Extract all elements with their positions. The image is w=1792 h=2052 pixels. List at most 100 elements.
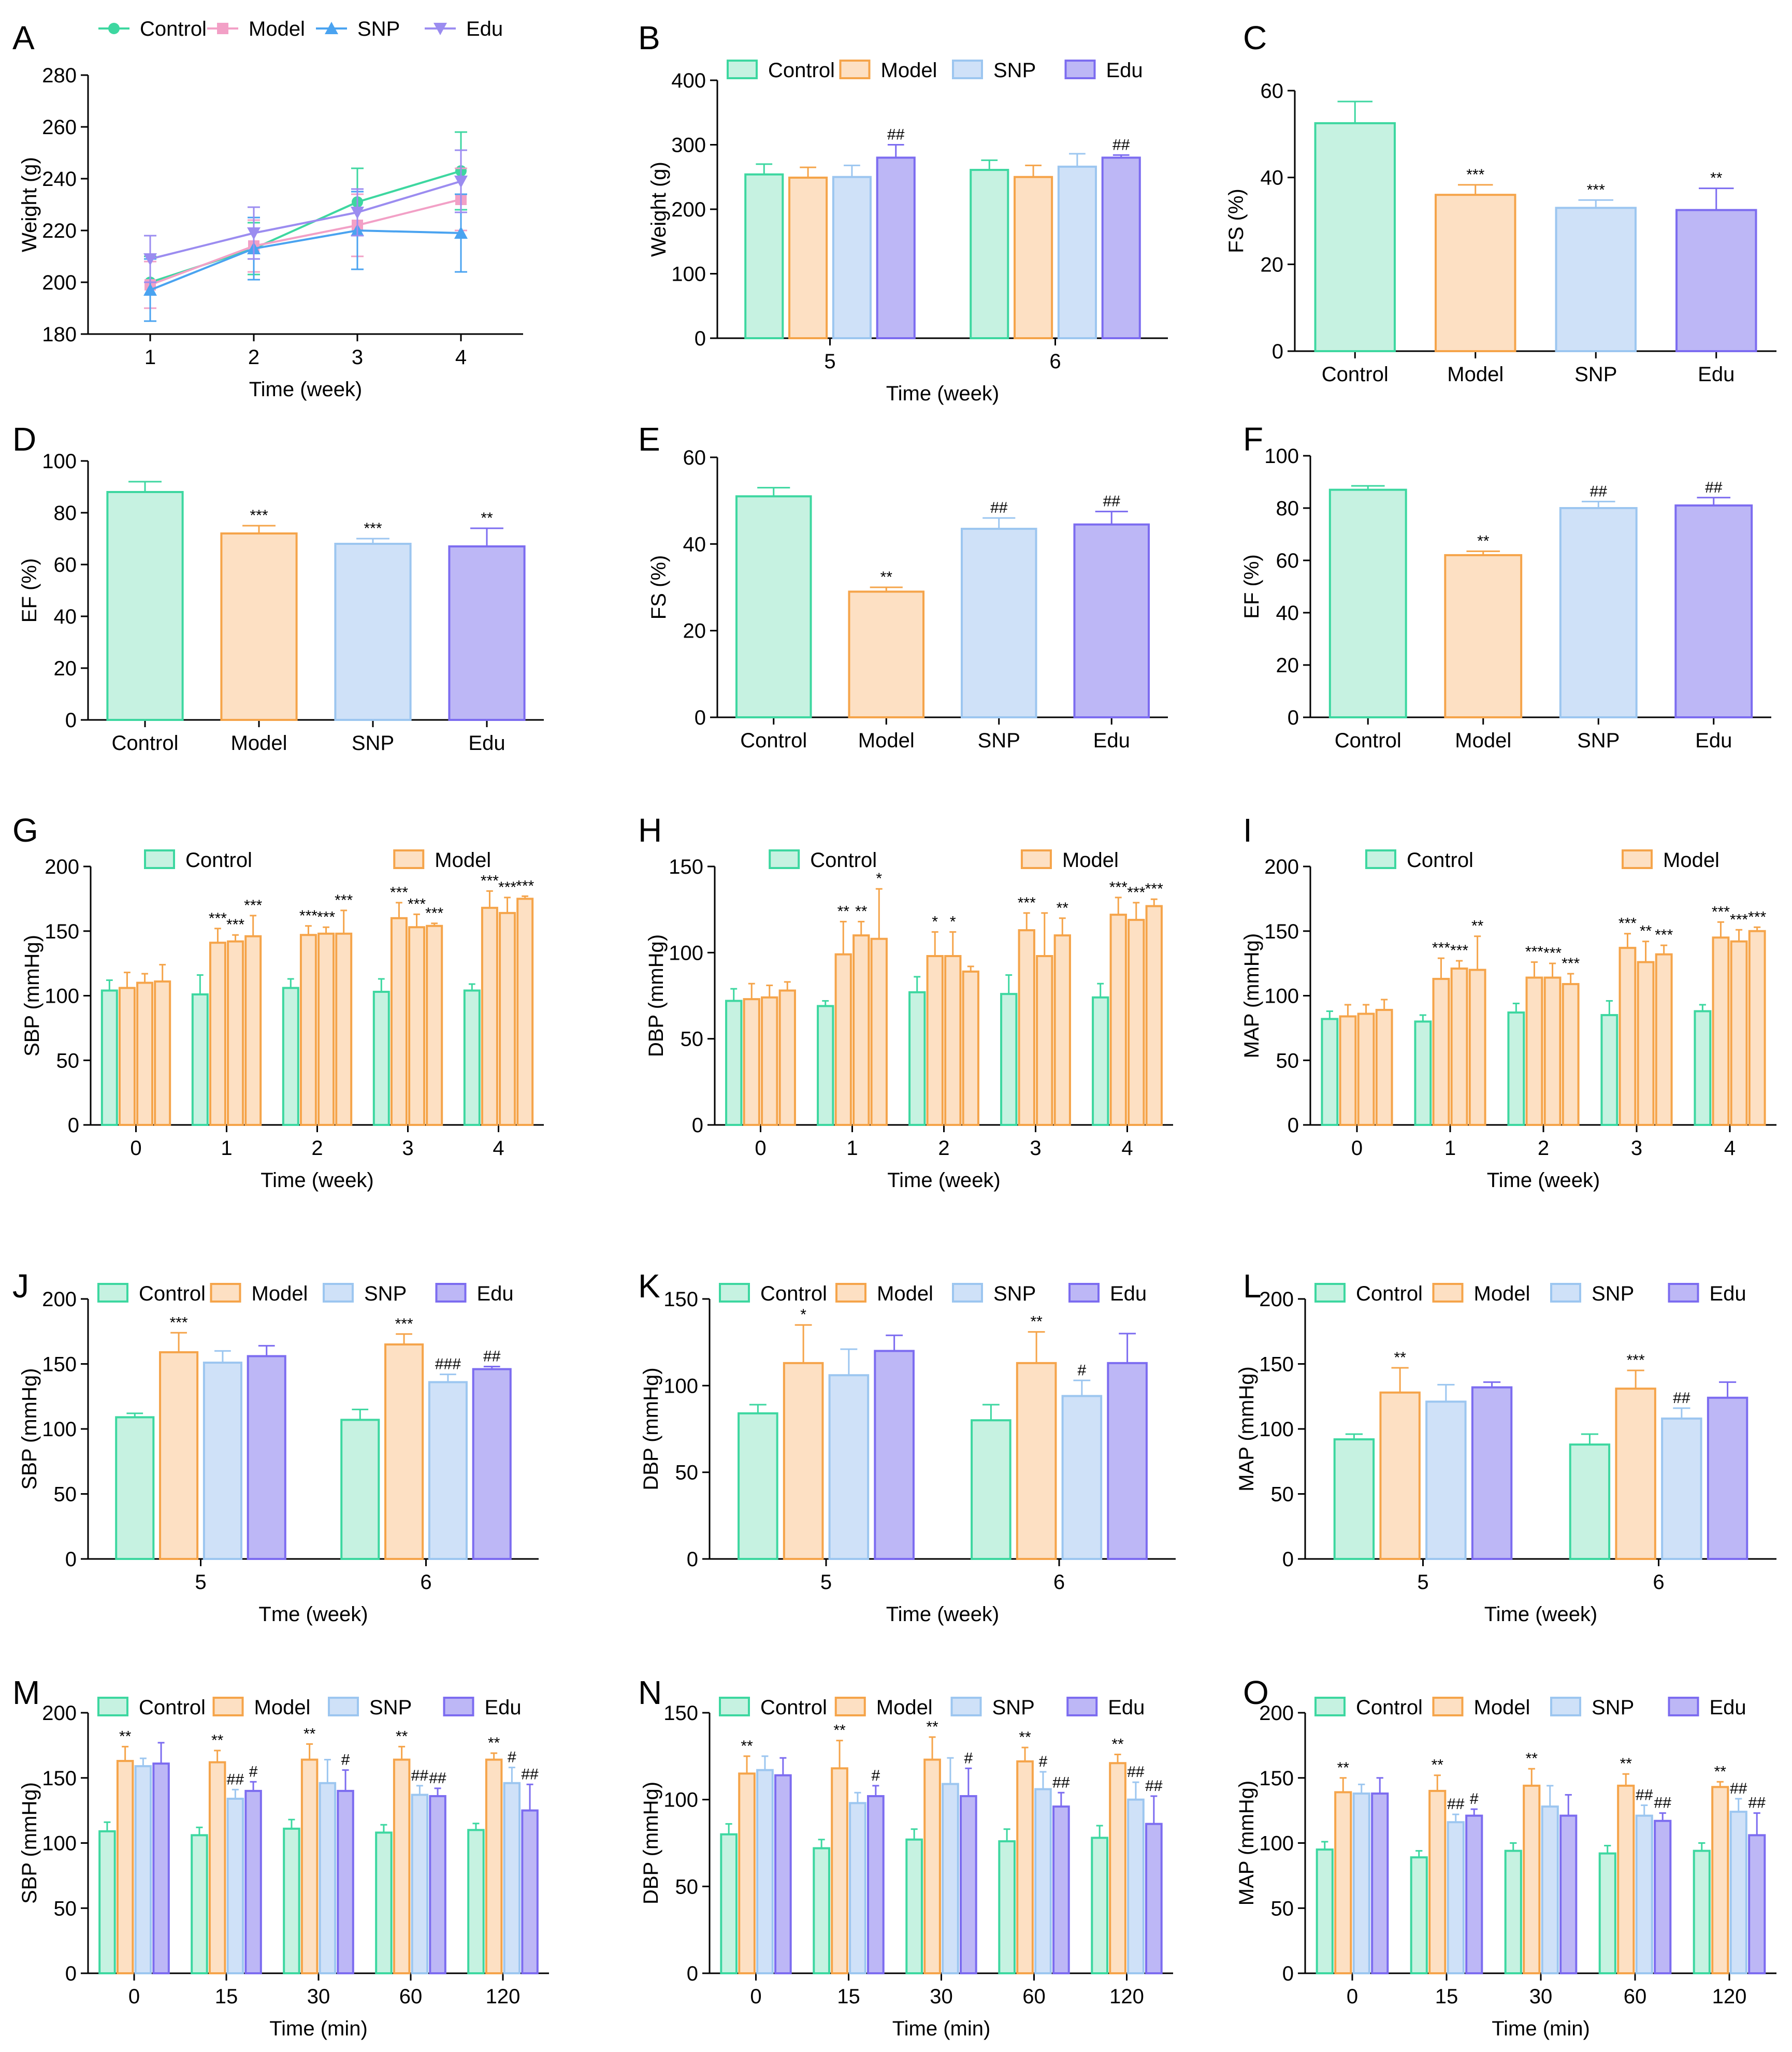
x-tick-label: 5 <box>1417 1571 1428 1594</box>
bar-model <box>852 934 870 1126</box>
y-tick-label: 40 <box>683 533 706 556</box>
legend-label: Edu <box>1710 1696 1746 1719</box>
bar-edu <box>472 1368 512 1560</box>
bar-model <box>778 989 796 1126</box>
y-tick-label: 50 <box>1276 1049 1299 1072</box>
panel-label: N <box>638 1674 662 1711</box>
x-tick-label: 4 <box>455 346 467 369</box>
significance-label: # <box>1039 1753 1048 1770</box>
bar-snp <box>1729 1811 1747 1974</box>
x-tick-label: 15 <box>215 1985 238 2008</box>
legend-label: Model <box>881 59 937 82</box>
x-axis-title: Time (week) <box>249 378 363 401</box>
legend-swatch <box>769 849 800 869</box>
legend-label: SNP <box>364 1282 407 1305</box>
bar-edu <box>152 1762 170 1974</box>
legend-swatch <box>952 60 983 79</box>
bar-control <box>1000 993 1018 1126</box>
bar-control <box>1316 1848 1334 1974</box>
significance-label: ** <box>1111 1736 1124 1753</box>
y-tick-label: 260 <box>42 116 77 139</box>
bar-model <box>1375 1008 1393 1126</box>
legend-swatch <box>1432 1283 1464 1303</box>
bar-control <box>1507 1011 1525 1126</box>
legend-label: SNP <box>357 18 400 40</box>
bar-model <box>335 932 353 1126</box>
bar-model <box>1525 976 1543 1126</box>
legend-swatch <box>144 849 175 869</box>
bar-edu <box>1674 504 1753 718</box>
x-tick-label: 15 <box>837 1985 860 2008</box>
y-tick-label: 50 <box>54 1897 77 1920</box>
bar-control <box>1600 1014 1618 1126</box>
legend-label: Model <box>1474 1282 1530 1305</box>
significance-label: ** <box>304 1725 316 1742</box>
bar-control <box>1314 122 1396 352</box>
legend-swatch <box>1064 60 1096 79</box>
x-tick-label: 60 <box>1624 1985 1647 2008</box>
x-tick-label: 3 <box>1030 1137 1041 1160</box>
y-tick-label: 0 <box>692 1114 703 1137</box>
panel-label: G <box>12 812 38 849</box>
legend-swatch <box>97 1697 128 1716</box>
x-tick-label: 30 <box>930 1985 953 2008</box>
x-axis-title: Tme (week) <box>258 1603 368 1626</box>
y-tick-label: 60 <box>54 554 77 576</box>
significance-label: ## <box>1590 483 1608 500</box>
significance-label: ## <box>1636 1787 1653 1804</box>
bar-model <box>1036 955 1053 1126</box>
bar-model <box>1435 194 1516 352</box>
y-tick-label: 200 <box>42 1288 77 1311</box>
legend-label: Model <box>877 1282 933 1305</box>
significance-label: ## <box>1654 1795 1672 1812</box>
significance-label: # <box>249 1763 258 1780</box>
y-axis-title: DBP (mmHg) <box>645 934 668 1057</box>
x-axis-title: Time (week) <box>887 1169 1001 1192</box>
x-tick-label: 60 <box>1022 1985 1046 2008</box>
bar-control <box>735 495 812 718</box>
x-tick-label: 0 <box>750 1985 761 2008</box>
bar-edu <box>960 1795 977 1974</box>
x-tick-label: 0 <box>1347 1985 1358 2008</box>
significance-label: * <box>800 1306 806 1323</box>
x-tick-label: 5 <box>824 350 835 373</box>
legend-label: SNP <box>993 59 1036 82</box>
y-axis-title: DBP (mmHg) <box>640 1782 662 1904</box>
bar-model <box>116 1760 134 1974</box>
significance-label: ** <box>211 1732 224 1749</box>
significance-label: # <box>508 1749 516 1766</box>
bar-control <box>1694 1010 1712 1126</box>
bar-model <box>783 1362 824 1560</box>
y-tick-label: 60 <box>683 446 706 469</box>
x-tick-label: 2 <box>938 1137 949 1160</box>
significance-label: ## <box>411 1767 429 1784</box>
bar-snp <box>334 543 412 721</box>
bar-model <box>244 935 262 1126</box>
bar-model <box>1334 1791 1352 1975</box>
x-tick-label: SNP <box>352 732 394 755</box>
panel-label: O <box>1243 1674 1269 1711</box>
significance-label: ## <box>227 1771 244 1788</box>
bar-model <box>1468 969 1486 1126</box>
legend-swatch <box>1432 1697 1464 1716</box>
x-tick-label: 1 <box>221 1137 232 1160</box>
x-tick-label: 2 <box>311 1137 323 1160</box>
y-tick-label: 40 <box>1276 602 1299 625</box>
y-tick-label: 0 <box>65 1548 77 1571</box>
bar-model <box>1712 936 1730 1126</box>
bar-snp <box>1559 507 1638 718</box>
bar-model <box>1655 953 1673 1126</box>
significance-label: ### <box>435 1356 461 1373</box>
legend-label: Control <box>768 59 835 82</box>
series-line-edu <box>150 180 461 260</box>
x-tick-label: 4 <box>1121 1137 1133 1160</box>
y-tick-label: 100 <box>669 942 703 964</box>
y-tick-label: 200 <box>42 1702 77 1725</box>
bar-control <box>1504 1849 1522 1975</box>
bar-snp <box>1352 1792 1370 1974</box>
y-tick-label: 0 <box>1288 706 1299 729</box>
y-tick-label: 40 <box>1261 167 1284 190</box>
y-tick-label: 150 <box>1264 920 1299 943</box>
y-tick-label: 50 <box>675 1875 699 1898</box>
